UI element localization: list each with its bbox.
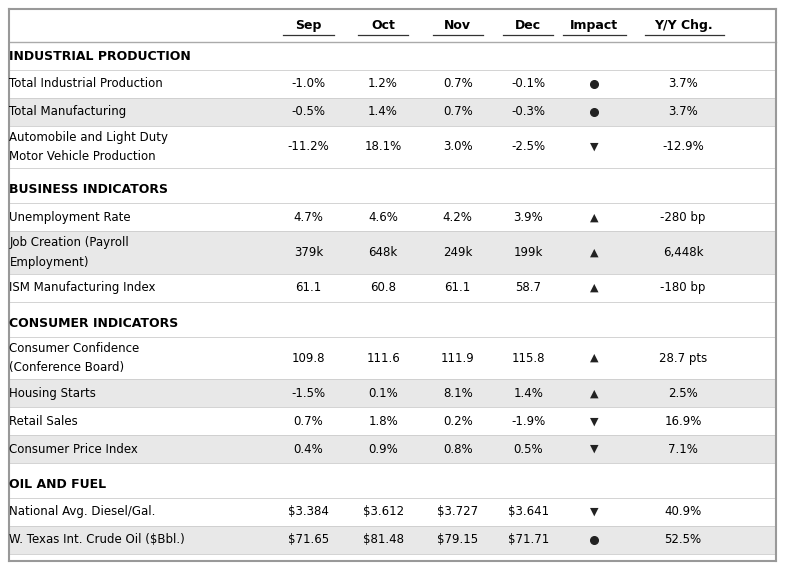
- Text: Housing Starts: Housing Starts: [9, 387, 97, 400]
- Text: BUSINESS INDICATORS: BUSINESS INDICATORS: [9, 183, 169, 196]
- Text: -1.0%: -1.0%: [291, 78, 326, 90]
- Text: Total Industrial Production: Total Industrial Production: [9, 78, 163, 90]
- Text: Impact: Impact: [570, 19, 619, 32]
- Text: 4.7%: 4.7%: [294, 211, 323, 223]
- Text: 199k: 199k: [513, 246, 543, 259]
- Text: Unemployment Rate: Unemployment Rate: [9, 211, 131, 223]
- Text: 3.9%: 3.9%: [513, 211, 543, 223]
- Text: 61.1: 61.1: [295, 281, 322, 294]
- Text: Sep: Sep: [295, 19, 322, 32]
- Text: 28.7 pts: 28.7 pts: [659, 352, 707, 364]
- Text: 2.5%: 2.5%: [668, 387, 698, 400]
- Bar: [9, 97, 776, 125]
- Text: 648k: 648k: [368, 246, 398, 259]
- Text: 0.7%: 0.7%: [443, 105, 473, 118]
- Text: 1.4%: 1.4%: [513, 387, 543, 400]
- Text: Retail Sales: Retail Sales: [9, 414, 79, 428]
- Text: $71.71: $71.71: [508, 534, 549, 547]
- Text: -2.5%: -2.5%: [511, 140, 546, 153]
- Text: Total Manufacturing: Total Manufacturing: [9, 105, 126, 118]
- Text: $71.65: $71.65: [288, 534, 329, 547]
- Text: 16.9%: 16.9%: [664, 414, 702, 428]
- Text: ▼: ▼: [590, 507, 598, 517]
- Text: 61.1: 61.1: [444, 281, 471, 294]
- Bar: [9, 231, 776, 274]
- Text: 0.4%: 0.4%: [294, 442, 323, 455]
- Text: -0.1%: -0.1%: [511, 78, 546, 90]
- Text: 0.7%: 0.7%: [443, 78, 473, 90]
- Text: 0.9%: 0.9%: [368, 442, 398, 455]
- Text: ▲: ▲: [590, 247, 598, 258]
- Text: INDUSTRIAL PRODUCTION: INDUSTRIAL PRODUCTION: [9, 50, 192, 63]
- Text: 111.6: 111.6: [367, 352, 400, 364]
- Text: 115.8: 115.8: [512, 352, 545, 364]
- Text: 4.2%: 4.2%: [443, 211, 473, 223]
- Text: 60.8: 60.8: [370, 281, 396, 294]
- Text: W. Texas Int. Crude Oil ($Bbl.): W. Texas Int. Crude Oil ($Bbl.): [9, 534, 185, 547]
- Text: ▼: ▼: [590, 444, 598, 454]
- Text: 58.7: 58.7: [515, 281, 542, 294]
- Bar: [9, 380, 776, 407]
- Text: 6,448k: 6,448k: [663, 246, 703, 259]
- Text: ▲: ▲: [590, 353, 598, 363]
- Text: 1.4%: 1.4%: [368, 105, 398, 118]
- Text: 0.5%: 0.5%: [513, 442, 543, 455]
- Text: ▼: ▼: [590, 142, 598, 152]
- Text: $3.727: $3.727: [437, 506, 478, 519]
- Text: -11.2%: -11.2%: [287, 140, 330, 153]
- Text: ▲: ▲: [590, 283, 598, 293]
- Text: (Conference Board): (Conference Board): [9, 361, 125, 374]
- Text: $79.15: $79.15: [437, 534, 478, 547]
- Text: ISM Manufacturing Index: ISM Manufacturing Index: [9, 281, 156, 294]
- Text: 40.9%: 40.9%: [664, 506, 702, 519]
- Text: National Avg. Diesel/Gal.: National Avg. Diesel/Gal.: [9, 506, 155, 519]
- Text: 0.7%: 0.7%: [294, 414, 323, 428]
- Text: -0.3%: -0.3%: [511, 105, 546, 118]
- Text: Nov: Nov: [444, 19, 471, 32]
- Text: Automobile and Light Duty: Automobile and Light Duty: [9, 131, 169, 144]
- Text: 249k: 249k: [443, 246, 473, 259]
- Text: 111.9: 111.9: [441, 352, 474, 364]
- Text: 18.1%: 18.1%: [364, 140, 402, 153]
- Text: -180 bp: -180 bp: [660, 281, 706, 294]
- Text: Motor Vehicle Production: Motor Vehicle Production: [9, 150, 156, 163]
- Text: -280 bp: -280 bp: [660, 211, 706, 223]
- Text: Consumer Price Index: Consumer Price Index: [9, 442, 138, 455]
- Text: ▲: ▲: [590, 388, 598, 398]
- Text: -12.9%: -12.9%: [662, 140, 704, 153]
- Text: 379k: 379k: [294, 246, 323, 259]
- Text: $3.612: $3.612: [363, 506, 403, 519]
- Text: $3.641: $3.641: [508, 506, 549, 519]
- Bar: [9, 526, 776, 554]
- Text: 0.8%: 0.8%: [443, 442, 473, 455]
- Text: -1.5%: -1.5%: [291, 387, 326, 400]
- Text: -1.9%: -1.9%: [511, 414, 546, 428]
- Text: 0.2%: 0.2%: [443, 414, 473, 428]
- Bar: [9, 435, 776, 463]
- Text: Dec: Dec: [515, 19, 542, 32]
- Text: 3.0%: 3.0%: [443, 140, 473, 153]
- Text: ▼: ▼: [590, 416, 598, 426]
- Text: $81.48: $81.48: [363, 534, 403, 547]
- Text: ▲: ▲: [590, 212, 598, 222]
- Text: 7.1%: 7.1%: [668, 442, 698, 455]
- Text: 3.7%: 3.7%: [668, 78, 698, 90]
- Text: 109.8: 109.8: [292, 352, 325, 364]
- Text: 1.8%: 1.8%: [368, 414, 398, 428]
- Text: Oct: Oct: [371, 19, 395, 32]
- Text: 8.1%: 8.1%: [443, 387, 473, 400]
- Text: -0.5%: -0.5%: [291, 105, 326, 118]
- Text: Job Creation (Payroll: Job Creation (Payroll: [9, 236, 130, 249]
- Text: Consumer Confidence: Consumer Confidence: [9, 341, 140, 355]
- Text: 4.6%: 4.6%: [368, 211, 398, 223]
- Text: Y/Y Chg.: Y/Y Chg.: [654, 19, 712, 32]
- Text: CONSUMER INDICATORS: CONSUMER INDICATORS: [9, 316, 179, 329]
- Text: 3.7%: 3.7%: [668, 105, 698, 118]
- Text: OIL AND FUEL: OIL AND FUEL: [9, 478, 107, 491]
- Text: $3.384: $3.384: [288, 506, 329, 519]
- Text: Employment): Employment): [9, 256, 89, 269]
- Text: 1.2%: 1.2%: [368, 78, 398, 90]
- Text: 52.5%: 52.5%: [664, 534, 702, 547]
- Text: 0.1%: 0.1%: [368, 387, 398, 400]
